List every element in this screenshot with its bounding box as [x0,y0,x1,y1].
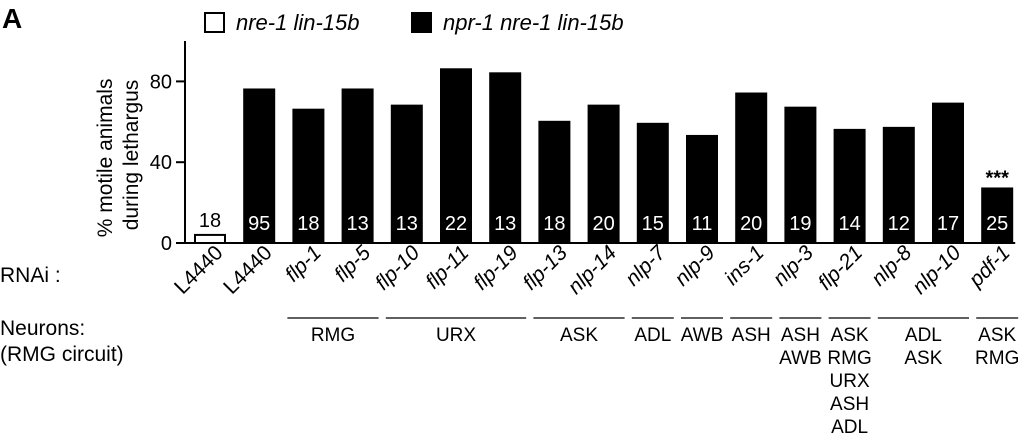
neuron-group-label: RMG [975,348,1019,369]
x-category-label: flp-13 [519,241,573,295]
y-tick-label: 0 [161,233,172,255]
y-axis-label-line-1: % motile animals [94,79,117,238]
bar-n-label: 13 [494,213,516,235]
x-category-label: flp-10 [371,241,425,295]
neuron-group-label: ASK [978,325,1016,346]
neuron-groups: RMG URX ASK ADL AWB ASH ASHAWBASKRMGURXASHADLA… [287,317,1019,437]
x-category-label: nlp-3 [769,241,819,291]
bars: 18 95 18 13 13 22 13 18 20 15 11 20 19 14 12 17 25 *** [185,68,1016,245]
bar-n-label: 15 [642,213,664,235]
rnai-row-label: RNAi : [0,264,61,287]
neuron-group-label: ASH [830,394,869,415]
neuron-group-label: ASK [904,348,942,369]
bar [292,108,325,245]
bar-n-label: 18 [199,210,221,232]
bar [833,128,866,245]
x-category-label: nlp-9 [670,241,720,291]
y-tick-label: 40 [150,152,172,174]
x-category-label: pdf-1 [964,241,1015,292]
neurons-label-line-2: (RMG circuit) [0,343,124,366]
x-category-label: flp-11 [421,241,473,293]
bar [981,187,1014,245]
bar-n-label: 17 [937,213,959,235]
neuron-group-label: ASK [560,325,598,346]
x-category-label: L4440 [170,241,228,299]
bar-n-label: 95 [248,213,270,235]
x-category-label: L4440 [219,241,277,299]
x-category-label: flp-21 [814,241,867,294]
bar [587,104,620,244]
bar-n-label: 14 [838,213,860,235]
neurons-label-line-1: Neurons: [0,317,85,340]
bar [538,120,571,244]
bar-n-label: 18 [543,213,565,235]
x-category-label: nlp-7 [621,240,671,290]
bar-n-label: 19 [789,213,811,235]
x-category-label: flp-19 [469,241,523,295]
legend-label: npr-1 nre-1 lin-15b [443,10,624,35]
bar [932,102,964,245]
bar [440,68,472,244]
neuron-group-label: ADL [905,325,942,346]
x-category-label: nlp-10 [908,241,966,299]
bar [489,72,522,244]
bar-n-label: 20 [592,213,614,235]
neuron-group-label: RMG [311,325,355,346]
y-axis: 0 40 80 [150,41,186,255]
significance-annotation: *** [986,167,1010,189]
neuron-group-label: ADL [634,325,671,346]
y-axis-label-line-2: during lethargus [120,80,143,231]
bar [686,134,718,244]
bar [735,92,768,244]
neuron-group-label: AWB [779,348,822,369]
legend-swatch [411,12,432,33]
legend-swatch [204,12,225,33]
legend-label: nre-1 lin-15b [236,10,360,35]
x-category-label: ins-1 [720,241,768,289]
legend: nre-1 lin-15b npr-1 nre-1 lin-15b [204,10,624,35]
x-category-label: flp-1 [281,241,326,286]
neuron-group-label: ADL [831,417,868,437]
bar-n-label: 13 [396,213,418,235]
neurons-row-label: Neurons: (RMG circuit) [0,317,124,366]
bar-n-label: 20 [740,213,762,235]
bar-n-label: 22 [445,213,467,235]
bar-n-label: 12 [888,213,910,235]
bar-n-label: 18 [297,213,319,235]
bar-n-label: 11 [692,213,713,235]
bar-n-label: 13 [346,213,368,235]
neuron-group-label: ASK [831,325,869,346]
neuron-group-label: ASH [732,325,771,346]
neuron-group-label: RMG [827,348,871,369]
bar [341,88,374,245]
x-category-label: nlp-14 [564,241,622,299]
neuron-group-label: URX [830,371,870,392]
x-category-label: flp-5 [330,241,375,286]
neuron-group-label: ASH [781,325,820,346]
bar-n-label: 25 [986,213,1008,235]
y-axis-label: % motile animals during lethargus [94,73,143,238]
y-tick-label: 80 [150,71,172,93]
neuron-group-label: AWB [681,325,724,346]
neuron-group-label: URX [436,325,476,346]
bar [882,126,915,244]
panel-label: A [2,3,22,34]
